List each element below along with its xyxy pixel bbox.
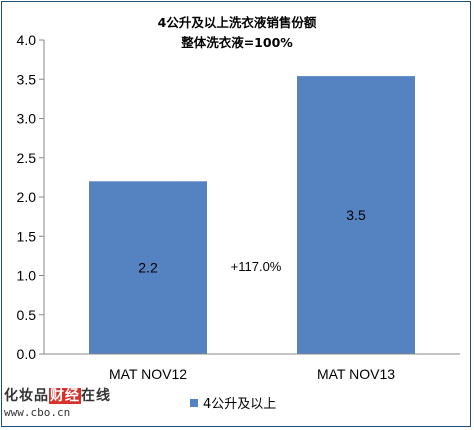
y-tick-label: 1.0: [17, 268, 37, 284]
growth-annotation: +117.0%: [231, 259, 282, 274]
watermark: 化妆品财经在线 www.cbo.cn: [4, 385, 116, 425]
y-tick-label: 0.5: [17, 307, 37, 323]
y-tick-label: 1.5: [17, 228, 37, 244]
y-tick-label: 4.0: [17, 32, 37, 48]
bar-data-label: 3.5: [346, 207, 366, 223]
watermark-brand-highlight: 财经: [49, 388, 81, 404]
chart-title: 4公升及以上洗衣液销售份额: [158, 15, 317, 30]
watermark-brand: 化妆品财经在线: [4, 385, 116, 405]
x-axis-categories: MAT NOV12 MAT NOV13: [109, 366, 395, 382]
y-tick-label: 3.5: [17, 71, 37, 87]
x-category-label: MAT NOV13: [317, 366, 395, 382]
watermark-brand-post: 在线: [81, 388, 111, 404]
chart-subtitle: 整体洗衣液=100%: [181, 35, 293, 50]
legend: 4公升及以上: [190, 397, 276, 412]
watermark-url: www.cbo.cn: [4, 406, 71, 419]
legend-swatch: [190, 399, 198, 407]
x-category-label: MAT NOV12: [109, 366, 187, 382]
y-tick-label: 2.0: [17, 189, 37, 205]
bar-data-label: 2.2: [138, 260, 158, 276]
bar: [297, 76, 415, 355]
y-axis-ticks: 0.0 0.5 1.0 1.5 2.0 2.5 3.0 3.5 4.0: [17, 32, 44, 362]
watermark-brand-pre: 化妆品: [4, 388, 49, 404]
bar: [89, 181, 207, 354]
y-tick-label: 0.0: [17, 346, 37, 362]
y-tick-label: 2.5: [17, 150, 37, 166]
bars: 2.2 3.5: [89, 76, 415, 355]
y-tick-label: 3.0: [17, 111, 37, 127]
legend-label: 4公升及以上: [203, 397, 276, 412]
